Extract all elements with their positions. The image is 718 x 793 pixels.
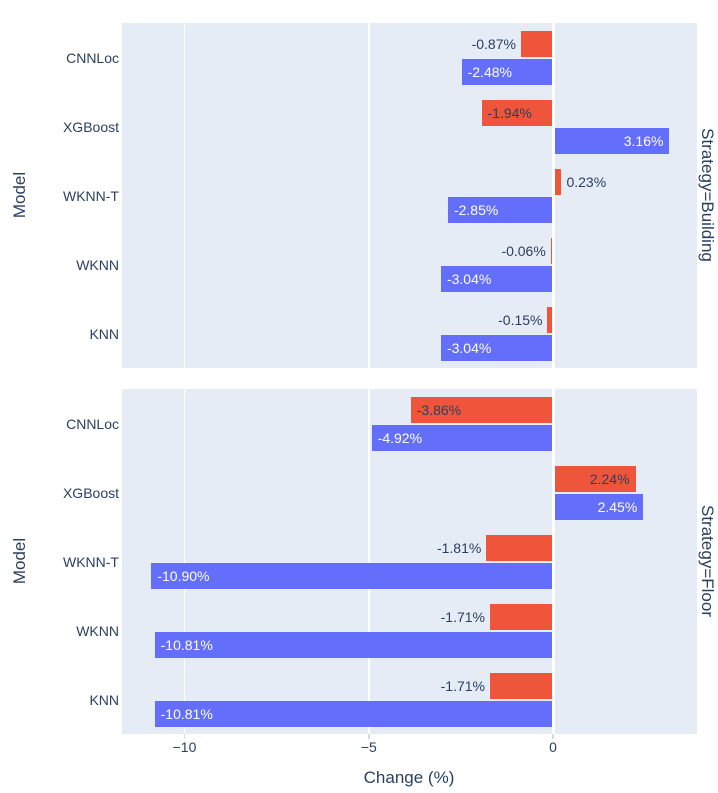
x-axis-title: Change (%) (363, 768, 455, 787)
y-tick-label-xgboost: XGBoost (62, 484, 119, 501)
gridline (183, 23, 186, 368)
y-axis-title-floor: Model (10, 537, 29, 585)
x-tick-mark (367, 734, 370, 739)
bar-label: -2.48% (467, 63, 512, 80)
facet-label-building: Strategy=Building (698, 128, 717, 262)
bar-label: -0.87% (471, 35, 516, 52)
y-tick-label-knn: KNN (89, 691, 119, 708)
bar-strategy-building-wknn-t[interactable] (447, 196, 553, 223)
gridline (183, 389, 186, 734)
y-tick-label-wknn-t: WKNN-T (63, 187, 119, 204)
bar-strategy-floor-wknn[interactable] (489, 603, 553, 630)
bar-label: -1.71% (440, 608, 485, 625)
bar-label: -10.81% (160, 705, 213, 722)
bar-label: 2.24% (589, 470, 630, 487)
y-tick-label-wknn: WKNN (76, 256, 119, 273)
bar-strategy-building-knn[interactable] (440, 334, 553, 361)
facet-label-floor: Strategy=Floor (698, 505, 717, 617)
bar-label: -3.86% (416, 401, 462, 418)
bar-label: -1.71% (440, 677, 485, 694)
bar-strategy-floor-cnnloc[interactable] (371, 424, 553, 451)
bar-strategy-floor-xgboost[interactable] (553, 493, 644, 520)
x-tick-mark (552, 734, 554, 739)
bar-label: -3.04% (446, 339, 492, 356)
bar-strategy-floor-knn[interactable] (489, 672, 553, 699)
y-tick-label-wknn-t: WKNN-T (63, 553, 119, 570)
bar-strategy-building-wknn-t[interactable] (553, 168, 562, 195)
bar-label: 0.23% (566, 173, 607, 190)
gridline (367, 389, 370, 734)
bar-strategy-floor-wknn[interactable] (154, 631, 553, 658)
bar-strategy-building-cnnloc[interactable] (520, 30, 553, 57)
bar-strategy-floor-cnnloc[interactable] (410, 396, 553, 423)
facet-floor-plot-area[interactable]: -3.86% -4.92% 2.24% 2.45% -1.81% -10.90% -1.71… (122, 389, 697, 734)
bar-label: -10.81% (160, 636, 213, 653)
bar-label: 3.16% (623, 132, 664, 149)
facet-building-plot-area[interactable]: -0.87% -2.48% -1.94% 3.16% 0.23% -2.85% -0.06%… (122, 23, 697, 368)
bar-strategy-building-wknn[interactable] (440, 265, 553, 292)
bar-label: -0.06% (501, 242, 546, 259)
bar-strategy-floor-wknn-t[interactable] (486, 534, 553, 561)
bar-label: -3.04% (446, 270, 492, 287)
zero-line (551, 23, 555, 368)
bar-strategy-floor-knn[interactable] (154, 700, 553, 727)
y-axis-title-building: Model (10, 171, 29, 219)
bar-label: 2.45% (597, 498, 638, 515)
bar-strategy-building-xgboost[interactable] (481, 99, 553, 126)
bar-label: -1.94% (487, 104, 532, 121)
bar-label: -1.81% (436, 539, 482, 556)
x-tick-label: −10 (172, 739, 197, 755)
x-tick-mark (183, 734, 186, 739)
y-tick-label-cnnloc: CNNLoc (66, 415, 119, 432)
bar-label: -10.90% (157, 567, 210, 584)
bar-label: -2.85% (453, 201, 499, 218)
zero-line (551, 389, 555, 734)
bar-label: -4.92% (377, 429, 423, 446)
bar-strategy-building-xgboost[interactable] (553, 127, 670, 154)
bar-strategy-floor-wknn-t[interactable] (151, 562, 553, 589)
bar-label: -0.15% (498, 311, 543, 328)
x-tick-label: 0 (549, 739, 557, 755)
gridline (367, 23, 370, 368)
bar-strategy-building-cnnloc[interactable] (461, 58, 553, 85)
bar-strategy-building-knn[interactable] (547, 306, 553, 333)
y-tick-label-knn: KNN (89, 325, 119, 342)
y-tick-label-wknn: WKNN (76, 622, 119, 639)
y-tick-label-xgboost: XGBoost (62, 118, 119, 135)
y-tick-label-cnnloc: CNNLoc (66, 49, 119, 66)
x-tick-label: −5 (360, 739, 377, 755)
bar-strategy-floor-xgboost[interactable] (553, 465, 636, 492)
